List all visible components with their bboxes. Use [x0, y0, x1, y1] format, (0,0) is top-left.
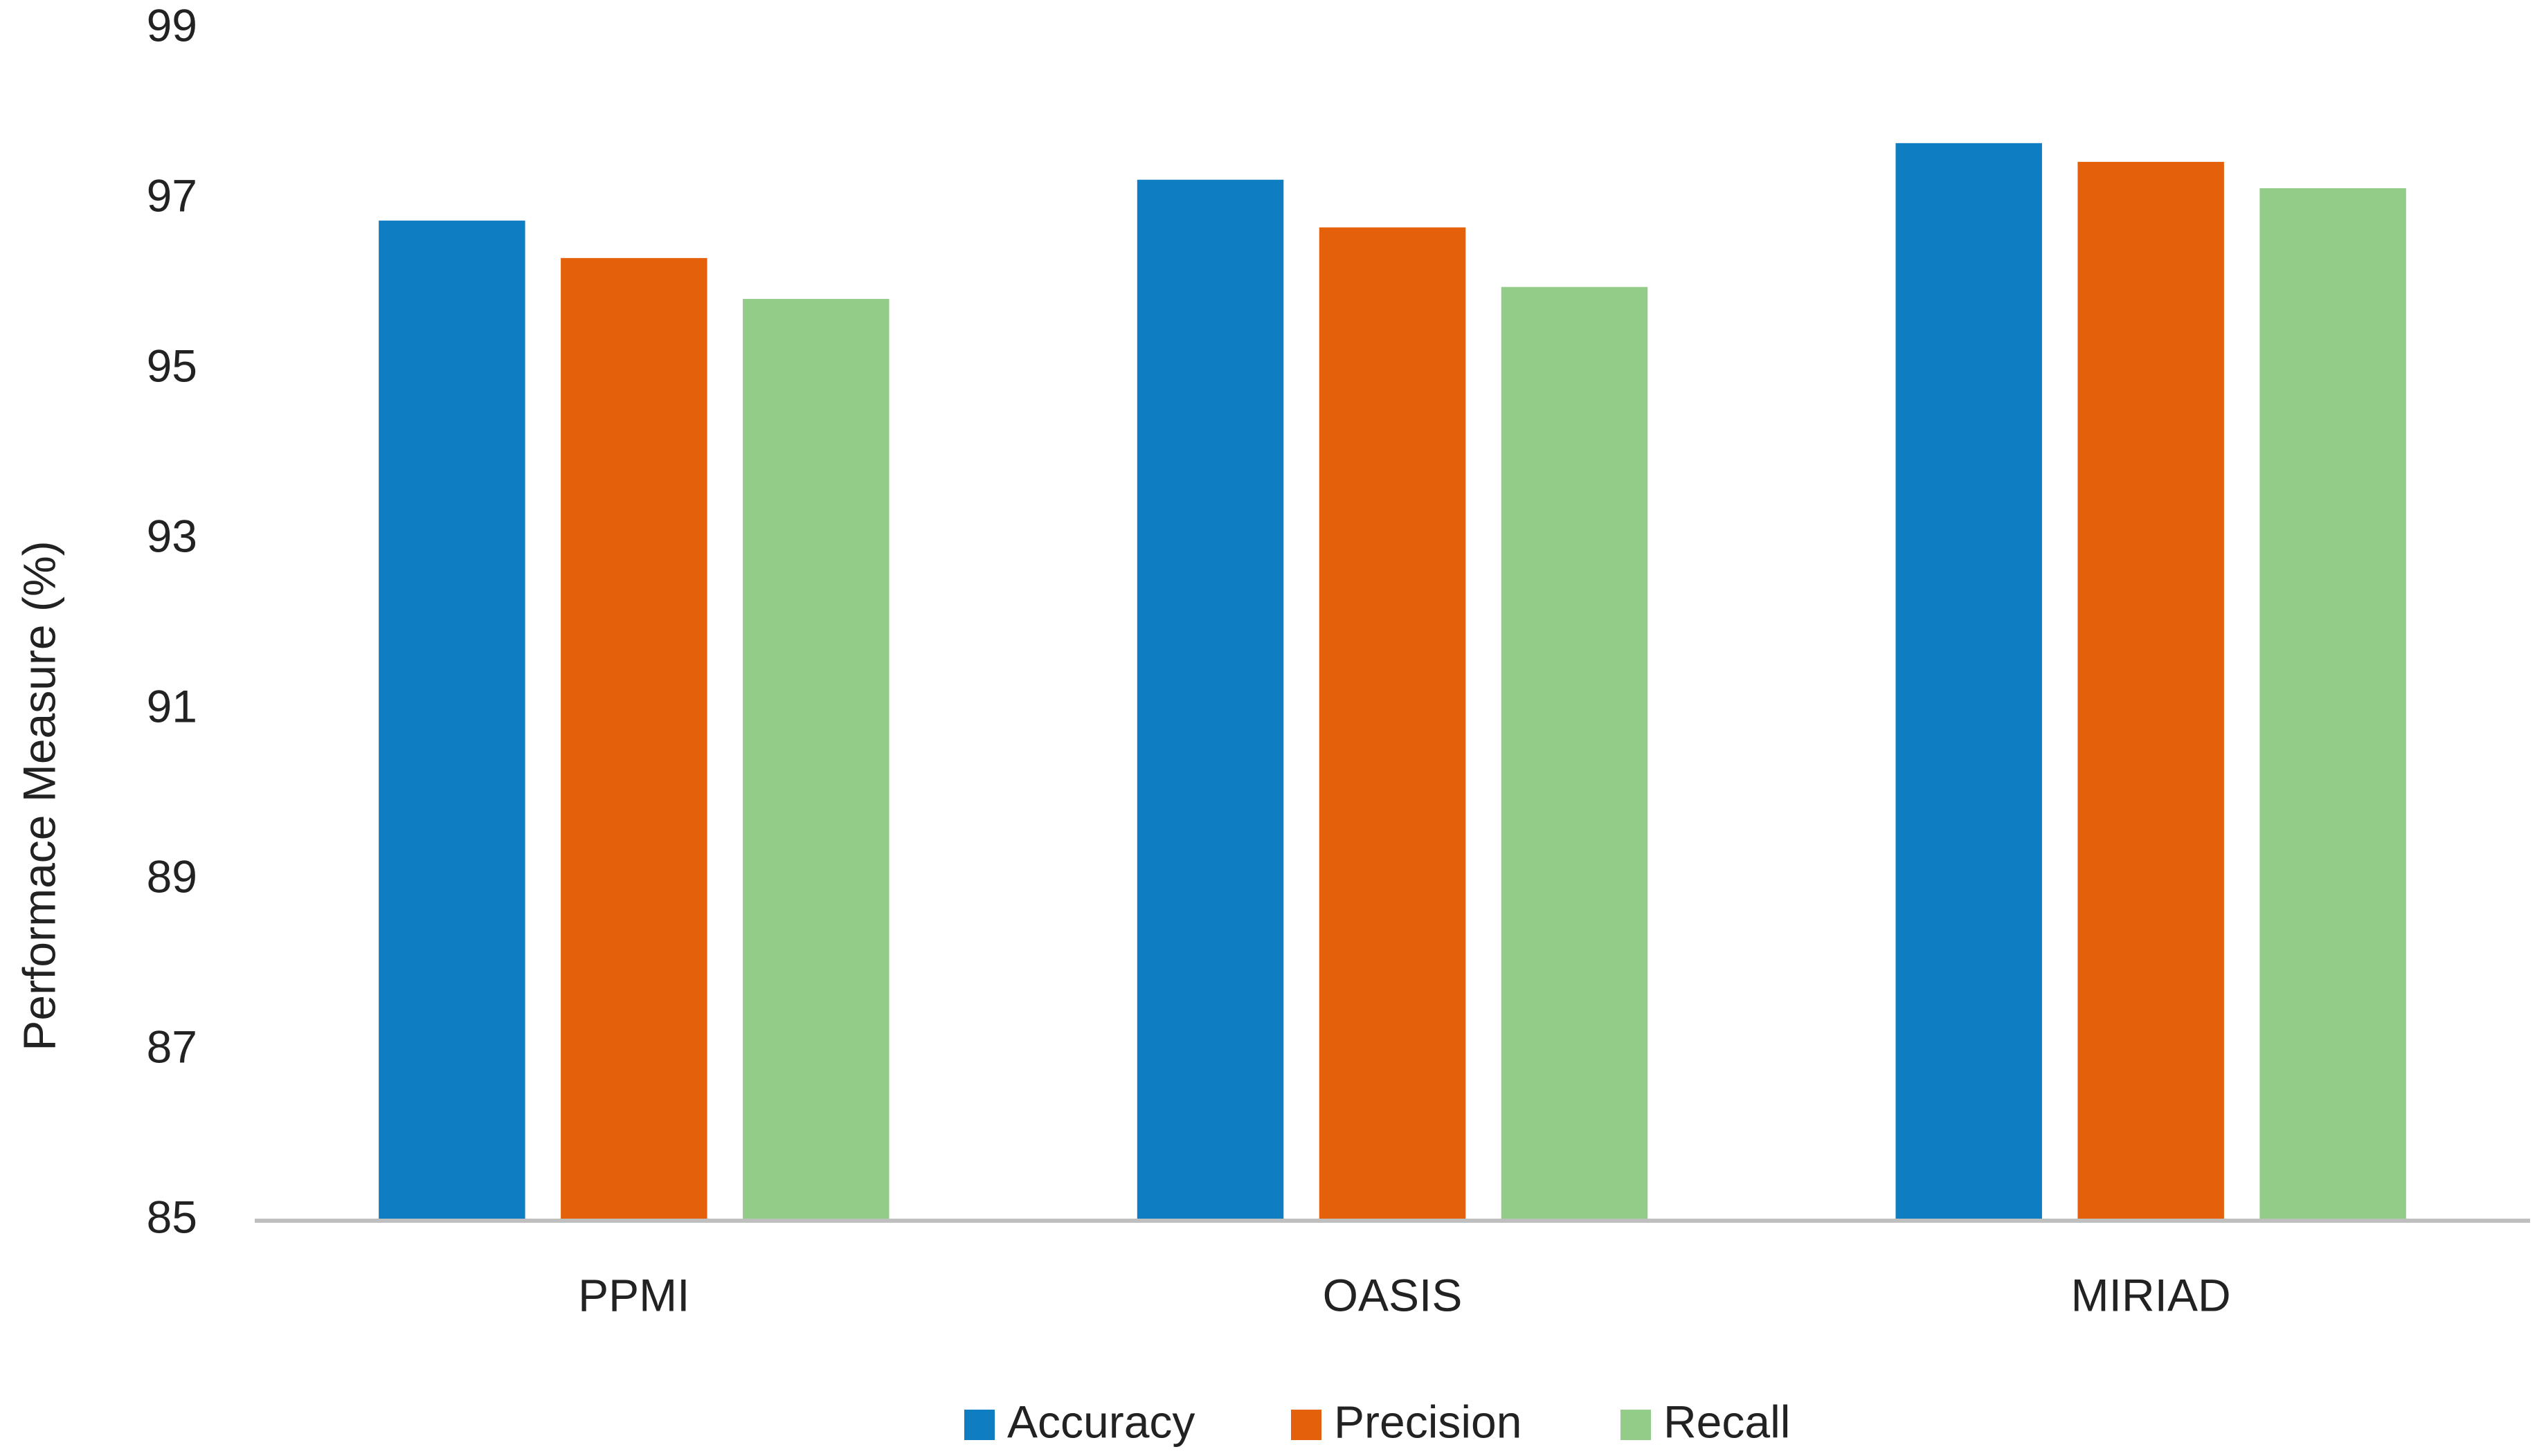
legend-swatch — [964, 1410, 995, 1440]
legend-swatch — [1620, 1410, 1651, 1440]
y-tick-label: 85 — [147, 1191, 197, 1242]
y-tick-label: 91 — [147, 680, 197, 731]
bar — [2259, 188, 2406, 1221]
bar — [743, 298, 890, 1221]
legend-label: Recall — [1663, 1396, 1790, 1447]
bar — [2077, 161, 2224, 1221]
x-tick-label: MIRIAD — [2071, 1269, 2231, 1320]
bar — [1137, 179, 1284, 1221]
bar — [561, 257, 707, 1221]
bar — [1319, 227, 1466, 1221]
y-tick-label: 87 — [147, 1021, 197, 1072]
y-tick-label: 97 — [147, 170, 197, 221]
bar — [1501, 286, 1648, 1221]
legend-swatch — [1291, 1410, 1321, 1440]
x-tick-label: PPMI — [578, 1269, 689, 1320]
y-tick-label: 89 — [147, 850, 197, 902]
legend-label: Accuracy — [1007, 1396, 1195, 1447]
y-tick-label: 95 — [147, 340, 197, 391]
bar — [1895, 143, 2042, 1221]
legend-label: Precision — [1334, 1396, 1522, 1447]
bar — [379, 220, 525, 1221]
x-tick-label: OASIS — [1323, 1269, 1463, 1320]
y-tick-label: 93 — [147, 510, 197, 561]
y-tick-label: 99 — [147, 0, 197, 51]
y-axis-label: Performace Measure (%) — [13, 540, 64, 1050]
